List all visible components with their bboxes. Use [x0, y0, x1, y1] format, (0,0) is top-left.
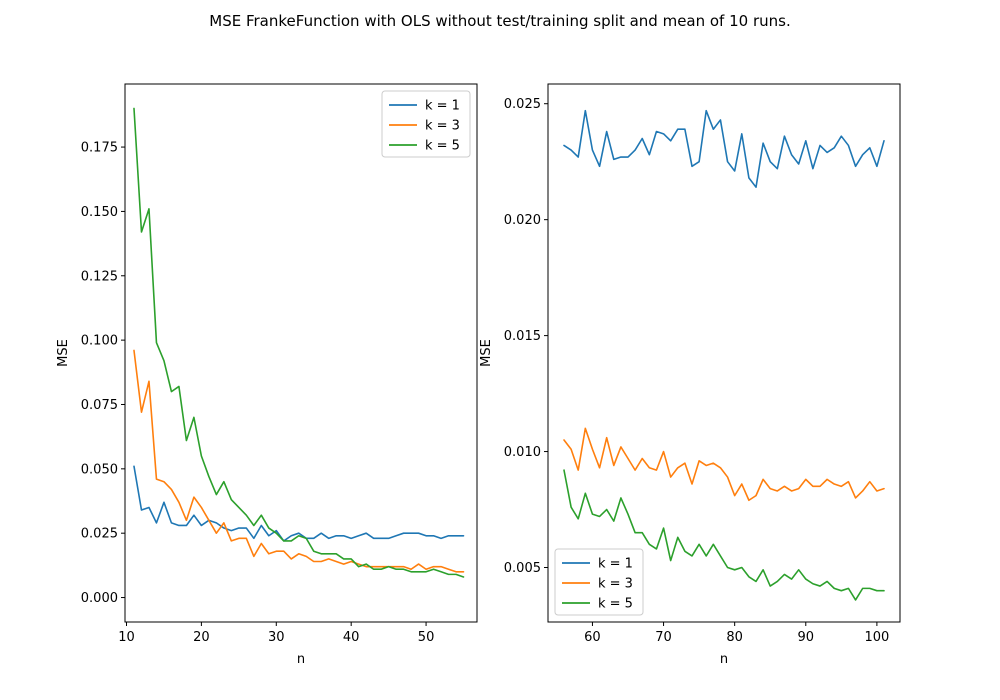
right-xtick-label: 80: [726, 630, 743, 645]
left-legend-label-k-1: k = 1: [425, 99, 460, 114]
left-ytick-label: 0.150: [81, 205, 118, 220]
left-legend-label-k-3: k = 3: [425, 119, 460, 134]
left-ytick-label: 0.075: [81, 398, 118, 413]
left-xtick-label: 30: [268, 630, 285, 645]
left-ytick-label: 0.100: [81, 334, 118, 349]
right-subplot: 60 70 80 90 100 0.005 0.010 0.015 0.020 0.025 n M…: [479, 83, 901, 667]
right-ytick-label: 0.015: [504, 329, 541, 344]
right-series-line-k-5: [563, 469, 885, 601]
left-series-line-k-5: [133, 107, 465, 578]
left-ytick-label: 0.025: [81, 527, 118, 542]
right-ytick-label: 0.005: [504, 561, 541, 576]
right-xtick-label: 90: [798, 630, 815, 645]
left-subplot: 10 20 30 40 50 0.000 0.025 0.050 0.075 0.100 0.125…: [56, 83, 478, 667]
right-xtick-label: 70: [655, 630, 672, 645]
figure-title: MSE FrankeFunction with OLS without test…: [209, 12, 790, 30]
right-legend-box: [554, 548, 644, 616]
right-legend-label-k-5: k = 5: [598, 597, 633, 612]
left-legend: k = 1 k = 3 k = 5: [381, 90, 471, 158]
right-yaxis-label: MSE: [479, 339, 494, 367]
right-axis-ticks: 60 70 80 90 100 0.005 0.010 0.015 0.020 0.025: [504, 97, 890, 645]
right-legend: k = 1 k = 3 k = 5: [554, 548, 644, 616]
left-yaxis-label: MSE: [56, 339, 71, 367]
left-xtick-label: 50: [418, 630, 435, 645]
right-xaxis-label: n: [720, 652, 728, 667]
left-xtick-label: 10: [118, 630, 135, 645]
right-ytick-label: 0.020: [504, 213, 541, 228]
left-legend-box: [381, 90, 471, 158]
right-xtick-label: 60: [584, 630, 601, 645]
right-series-line-k-1: [563, 109, 885, 188]
right-series-line-k-3: [563, 427, 885, 502]
left-xtick-label: 20: [193, 630, 210, 645]
left-series-line-k-1: [133, 465, 465, 542]
right-plot-frame: [547, 83, 901, 623]
left-ytick-label: 0.125: [81, 269, 118, 284]
left-series-line-k-3: [133, 349, 465, 573]
left-xaxis-label: n: [297, 652, 305, 667]
left-axis-ticks: 10 20 30 40 50 0.000 0.025 0.050 0.075 0.100 0.125…: [81, 141, 435, 645]
left-ytick-label: 0.000: [81, 591, 118, 606]
right-ytick-label: 0.025: [504, 97, 541, 112]
right-xtick-label: 100: [864, 630, 889, 645]
left-ytick-label: 0.175: [81, 141, 118, 156]
left-ytick-label: 0.050: [81, 462, 118, 477]
right-ytick-label: 0.010: [504, 445, 541, 460]
left-series-lines: [133, 107, 465, 578]
left-xtick-label: 40: [343, 630, 360, 645]
right-legend-label-k-1: k = 1: [598, 557, 633, 572]
left-plot-frame: [124, 83, 478, 623]
right-series-lines: [563, 109, 885, 601]
right-legend-label-k-3: k = 3: [598, 577, 633, 592]
left-legend-label-k-5: k = 5: [425, 139, 460, 154]
